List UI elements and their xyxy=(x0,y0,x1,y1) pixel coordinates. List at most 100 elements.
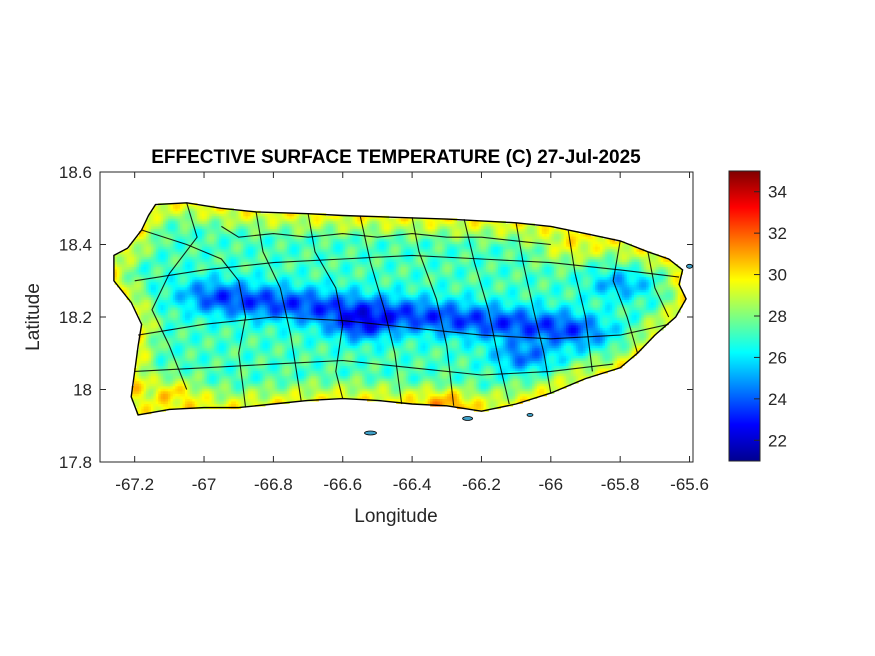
heat-cell xyxy=(252,355,256,359)
heat-cell xyxy=(235,393,239,397)
heat-cell xyxy=(223,332,227,336)
heat-cell xyxy=(206,330,210,333)
heat-cell xyxy=(175,291,179,295)
heat-cell xyxy=(138,312,142,316)
heat-cell xyxy=(206,233,210,237)
heat-cell xyxy=(201,236,205,240)
heat-cell xyxy=(175,347,179,351)
heat-cell xyxy=(153,233,157,237)
heat-cell xyxy=(233,352,237,356)
heat-cell xyxy=(262,281,266,285)
heat-cell xyxy=(265,223,268,227)
heat-cell xyxy=(180,347,183,351)
heat-cell xyxy=(160,264,164,268)
heat-cell xyxy=(172,271,176,275)
heat-cell xyxy=(189,332,193,336)
heat-cell xyxy=(238,403,242,407)
heat-cell xyxy=(262,276,266,280)
heat-cell xyxy=(267,251,271,255)
heat-cell xyxy=(243,226,247,229)
heat-cell xyxy=(260,269,264,273)
heat-cell xyxy=(211,322,215,326)
heat-cell xyxy=(158,269,162,273)
heat-cell xyxy=(143,284,147,288)
heat-cell xyxy=(167,347,171,351)
heat-cell xyxy=(172,347,176,351)
heat-cell xyxy=(228,322,232,326)
heat-cell xyxy=(165,218,169,222)
heat-cell xyxy=(197,215,200,219)
heat-cell xyxy=(184,259,188,262)
heat-cell xyxy=(221,327,225,331)
heat-cell xyxy=(265,218,268,222)
heat-cell xyxy=(255,286,259,290)
heat-cell xyxy=(172,378,176,382)
heat-cell xyxy=(177,380,181,384)
heat-cell xyxy=(214,378,217,382)
heat-cell xyxy=(252,281,256,285)
heat-cell xyxy=(265,368,268,372)
heat-cell xyxy=(150,383,154,387)
heat-cell xyxy=(197,279,200,283)
heat-cell xyxy=(177,324,181,328)
heat-cell xyxy=(223,368,227,372)
heat-cell xyxy=(177,261,181,265)
heat-cell xyxy=(238,253,242,257)
heat-cell xyxy=(214,357,217,361)
heat-cell xyxy=(197,220,200,224)
heat-cell xyxy=(172,294,176,298)
heat-cell xyxy=(231,322,234,326)
heat-cell xyxy=(158,375,162,379)
heat-cell xyxy=(252,291,256,295)
heat-cell xyxy=(221,236,225,240)
heat-cell xyxy=(150,259,154,262)
heat-cell xyxy=(175,324,179,328)
heat-cell xyxy=(182,398,186,402)
heat-cell xyxy=(284,347,288,351)
heat-cell xyxy=(194,210,198,214)
heat-cell xyxy=(245,261,249,265)
heat-cell xyxy=(284,373,288,377)
heat-cell xyxy=(172,210,176,214)
heat-cell xyxy=(274,261,278,265)
heat-cell xyxy=(211,363,215,366)
heat-cell xyxy=(223,253,227,257)
heat-cell xyxy=(192,396,196,399)
heat-cell xyxy=(262,370,266,374)
heat-cell xyxy=(269,390,273,394)
heat-cell xyxy=(265,259,268,262)
heat-cell xyxy=(274,218,278,222)
heat-cell xyxy=(260,360,264,364)
heat-cell xyxy=(143,408,147,412)
heat-cell xyxy=(231,286,234,290)
heat-cell xyxy=(223,340,227,344)
heat-cell xyxy=(180,205,183,209)
heat-cell xyxy=(177,236,181,240)
heat-cell xyxy=(206,403,210,407)
heat-cell xyxy=(214,368,217,372)
heat-cell xyxy=(165,378,169,382)
heat-cell xyxy=(141,314,145,318)
heat-cell xyxy=(146,297,149,300)
heat-cell xyxy=(121,266,125,270)
heat-cell xyxy=(245,373,249,377)
heat-cell xyxy=(238,226,242,229)
heat-cell xyxy=(218,393,222,397)
heat-cell xyxy=(192,238,196,242)
heat-cell xyxy=(197,218,200,222)
heat-cell xyxy=(277,357,281,361)
heat-cell xyxy=(248,324,251,328)
heat-cell xyxy=(277,294,281,298)
heat-cell xyxy=(248,347,251,351)
heat-cell xyxy=(146,327,149,331)
heat-cell xyxy=(165,388,169,392)
heat-cell xyxy=(272,236,276,240)
heat-cell xyxy=(206,302,210,306)
heat-cell xyxy=(209,307,213,311)
heat-cell xyxy=(155,279,159,283)
heat-cell xyxy=(201,365,205,369)
heat-cell xyxy=(238,248,242,252)
heat-cell xyxy=(223,251,227,255)
heat-cell xyxy=(248,238,251,242)
heat-cell xyxy=(187,264,191,268)
